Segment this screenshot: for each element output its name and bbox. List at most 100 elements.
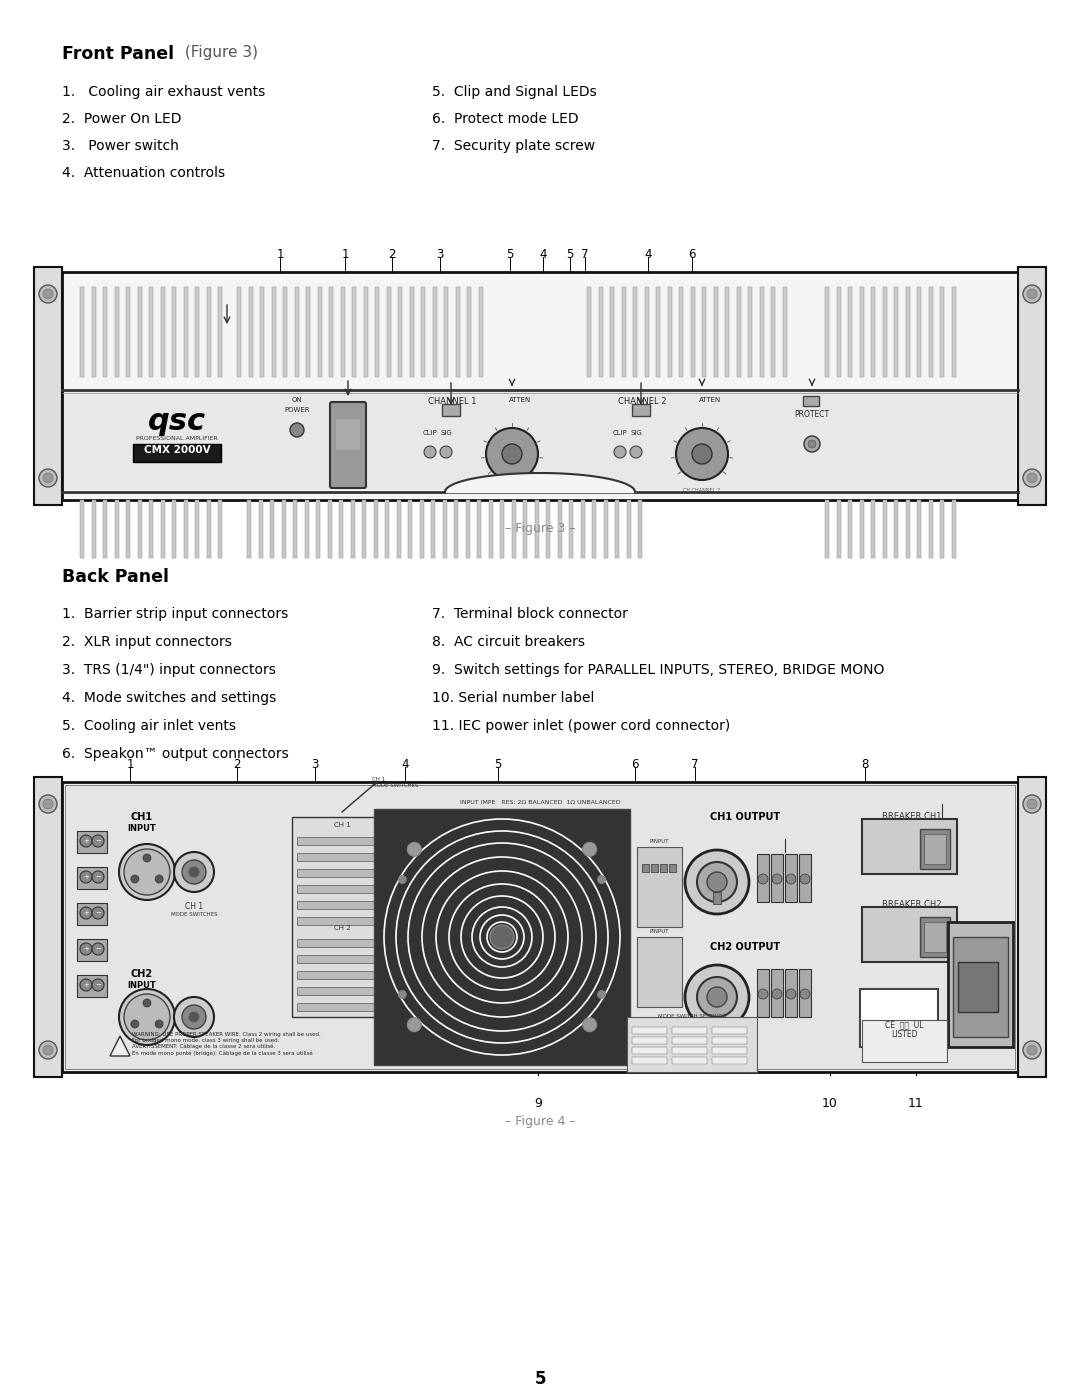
Bar (65, 785, 1015, 1069)
Bar (306, 286, 310, 377)
Bar (77, 975, 107, 997)
Bar (862, 1020, 947, 1062)
Bar (396, 500, 401, 557)
Circle shape (615, 446, 626, 458)
Bar (894, 286, 897, 377)
Bar (297, 916, 387, 925)
Bar (924, 834, 946, 863)
FancyBboxPatch shape (1018, 777, 1047, 1077)
Text: −: − (95, 909, 100, 916)
Text: 6.  Speakon™ output connectors: 6. Speakon™ output connectors (62, 747, 288, 761)
Text: 1: 1 (126, 759, 134, 771)
Circle shape (174, 997, 214, 1037)
Text: 10: 10 (822, 1097, 838, 1111)
FancyBboxPatch shape (1018, 267, 1047, 504)
Bar (456, 286, 459, 377)
Circle shape (124, 995, 170, 1039)
Text: 2: 2 (388, 249, 395, 261)
Circle shape (92, 979, 104, 990)
Circle shape (502, 444, 522, 464)
Text: (Figure 3): (Figure 3) (180, 45, 258, 60)
Bar (757, 970, 769, 1017)
Circle shape (39, 469, 57, 488)
Text: 1: 1 (341, 249, 349, 261)
Bar (660, 863, 667, 872)
Text: 10. Serial number label: 10. Serial number label (432, 692, 594, 705)
Circle shape (183, 861, 206, 884)
Text: BREAKER CH1: BREAKER CH1 (882, 812, 942, 821)
Circle shape (39, 795, 57, 813)
Bar (632, 1027, 667, 1034)
Text: +: + (83, 946, 89, 951)
Bar (431, 500, 435, 557)
Circle shape (407, 842, 421, 856)
Circle shape (80, 870, 92, 883)
Bar (848, 286, 852, 377)
Bar (77, 939, 107, 961)
Text: CH2: CH2 (131, 970, 153, 979)
Text: 7.  Security plate screw: 7. Security plate screw (432, 138, 595, 154)
Bar (637, 847, 681, 928)
Circle shape (119, 989, 175, 1045)
Bar (444, 286, 448, 377)
Bar (258, 500, 262, 557)
Bar (783, 286, 786, 377)
Bar (535, 500, 539, 557)
Text: −: − (95, 875, 100, 880)
Text: Back Panel: Back Panel (62, 569, 168, 585)
Circle shape (131, 875, 139, 883)
Bar (632, 1046, 667, 1053)
Bar (399, 286, 402, 377)
Text: CLIP: CLIP (422, 430, 437, 436)
Text: !: ! (118, 1045, 122, 1055)
Bar (860, 500, 864, 557)
Bar (672, 1037, 707, 1044)
Bar (920, 828, 950, 869)
Text: PROFESSIONAL AMPLIFIER: PROFESSIONAL AMPLIFIER (136, 436, 218, 441)
Circle shape (39, 1041, 57, 1059)
Text: +: + (83, 875, 89, 880)
Circle shape (440, 446, 453, 458)
Text: 6.  Protect mode LED: 6. Protect mode LED (432, 112, 579, 126)
Text: CH1: CH1 (131, 812, 153, 821)
Bar (804, 395, 819, 407)
Bar (375, 286, 379, 377)
Bar (669, 863, 676, 872)
Text: 9.  Switch settings for PARALLEL INPUTS, STEREO, BRIDGE MONO: 9. Switch settings for PARALLEL INPUTS, … (432, 664, 885, 678)
Bar (645, 286, 648, 377)
Bar (260, 286, 264, 377)
Circle shape (1023, 1041, 1041, 1059)
Circle shape (676, 427, 728, 481)
Circle shape (92, 870, 104, 883)
Bar (713, 893, 721, 904)
Bar (667, 286, 672, 377)
Circle shape (786, 989, 796, 999)
Bar (882, 286, 887, 377)
Circle shape (1023, 285, 1041, 303)
Bar (195, 286, 199, 377)
Bar (292, 817, 392, 1017)
Bar (860, 286, 864, 377)
Text: – Figure 4 –: – Figure 4 – (504, 1115, 576, 1127)
Bar (195, 500, 199, 557)
Bar (340, 286, 345, 377)
Circle shape (183, 1004, 206, 1030)
Bar (712, 1027, 747, 1034)
Bar (615, 500, 619, 557)
Bar (297, 869, 387, 877)
Text: 2: 2 (233, 759, 241, 771)
FancyBboxPatch shape (33, 267, 62, 504)
Text: 4: 4 (645, 249, 651, 261)
Polygon shape (110, 1037, 130, 1056)
Bar (80, 286, 84, 377)
Circle shape (156, 1020, 163, 1028)
Text: Front Panel: Front Panel (62, 45, 174, 63)
Text: CH 1
MODE SWITCHES: CH 1 MODE SWITCHES (372, 777, 419, 788)
Bar (421, 286, 426, 377)
Text: POWER: POWER (284, 407, 310, 414)
Text: MODE SWITCH SETTINGS: MODE SWITCH SETTINGS (658, 1014, 726, 1018)
Text: 4: 4 (539, 249, 546, 261)
Bar (882, 500, 887, 557)
Bar (92, 286, 95, 377)
Bar (870, 286, 875, 377)
